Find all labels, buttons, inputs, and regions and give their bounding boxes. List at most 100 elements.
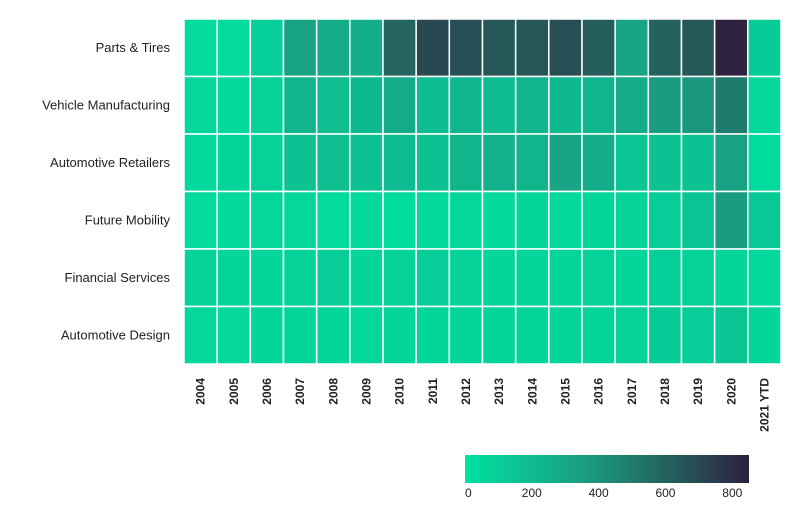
heatmap-cell [249,248,285,308]
heatmap-cell [514,248,550,308]
heatmap-cell [315,133,351,193]
heatmap-cell [349,18,384,78]
heatmap-cell [713,190,749,250]
heatmap-cell [713,133,749,193]
colorbar [465,455,749,483]
heatmap-cell [680,305,716,365]
heatmap-cell [647,133,683,193]
heatmap-cell [415,133,451,193]
heatmap-cell [514,18,550,78]
heatmap-cell [581,190,616,250]
heatmap-cell [647,190,683,250]
heatmap-cell [680,190,716,250]
heatmap-cell [216,248,252,308]
heatmap-cell [548,248,583,308]
colorbar-tick-label: 400 [589,486,609,500]
heatmap-cell [647,18,683,78]
column-label: 2016 [592,378,606,405]
heatmap-cell [747,305,782,365]
heatmap-cell [216,133,252,193]
heatmap-cell [415,190,451,250]
heatmap-cell [647,305,683,365]
heatmap-cell [581,305,616,365]
heatmap-cell [315,305,351,365]
column-label: 2007 [293,378,307,405]
heatmap-cell [481,190,517,250]
column-label: 2021 YTD [757,378,771,432]
column-label: 2017 [625,378,639,405]
heatmap-cell [349,133,384,193]
heatmap-cell [315,248,351,308]
heatmap-cell [680,248,716,308]
heatmap-cell [183,133,218,193]
row-label: Financial Services [65,270,171,285]
heatmap-cell [680,75,716,135]
column-label: 2005 [227,378,241,405]
heatmap-cell [249,133,285,193]
heatmap-cell [349,248,384,308]
heatmap-cell [315,18,351,78]
heatmap-cell [747,190,782,250]
column-label: 2014 [525,378,539,405]
heatmap-cell [183,305,218,365]
heatmap-cell [349,190,384,250]
heatmap-cell [349,305,384,365]
heatmap-cell [713,75,749,135]
heatmap-cell [514,75,550,135]
heatmap-cell [315,190,351,250]
heatmap-cell [448,18,484,78]
heatmap-cell [349,75,384,135]
heatmap-cell [713,18,749,78]
heatmap-cell [448,133,484,193]
heatmap-cell [548,18,583,78]
heatmap-cell [581,248,616,308]
heatmap-cell [415,75,451,135]
heatmap-cell [747,75,782,135]
heatmap-cell [282,305,318,365]
column-label: 2020 [724,378,738,405]
heatmap-cell [183,75,218,135]
heatmap-cell [514,305,550,365]
heatmap-cell [481,248,517,308]
heatmap-cell [747,248,782,308]
heatmap-cell [382,18,417,78]
column-label: 2018 [658,378,672,405]
heatmap-cell [548,305,583,365]
heatmap-cell [315,75,351,135]
heatmap-cell [548,133,583,193]
heatmap-cell [481,305,517,365]
column-label: 2006 [260,378,274,405]
heatmap-cell [448,305,484,365]
heatmap-cell [183,190,218,250]
row-label: Future Mobility [85,212,171,227]
heatmap-cell [481,75,517,135]
heatmap-cell [415,248,451,308]
column-label: 2015 [558,378,572,405]
heatmap-cell [282,133,318,193]
heatmap-cell [680,133,716,193]
heatmap-cell [514,133,550,193]
heatmap-cell [183,248,218,308]
heatmap-cell [183,18,218,78]
heatmap-cell [282,190,318,250]
column-label: 2009 [359,378,373,405]
heatmap-cell [216,75,252,135]
heatmap-cell [614,133,650,193]
row-label: Parts & Tires [96,40,171,55]
heatmap-cell [415,305,451,365]
heatmap-cell [216,18,252,78]
column-label: 2013 [492,378,506,405]
column-label: 2019 [691,378,705,405]
heatmap-cell [614,75,650,135]
heatmap-cell [481,18,517,78]
row-labels: Parts & Tires Vehicle Manufacturing Automo… [42,40,170,343]
heatmap-cell [481,133,517,193]
heatmap-cell [282,75,318,135]
heatmap-cells [183,18,782,365]
heatmap-cell [448,248,484,308]
heatmap-cell [216,190,252,250]
heatmap-cell [713,305,749,365]
heatmap-cell [614,18,650,78]
row-label: Automotive Design [61,327,170,342]
row-label: Vehicle Manufacturing [42,97,170,112]
